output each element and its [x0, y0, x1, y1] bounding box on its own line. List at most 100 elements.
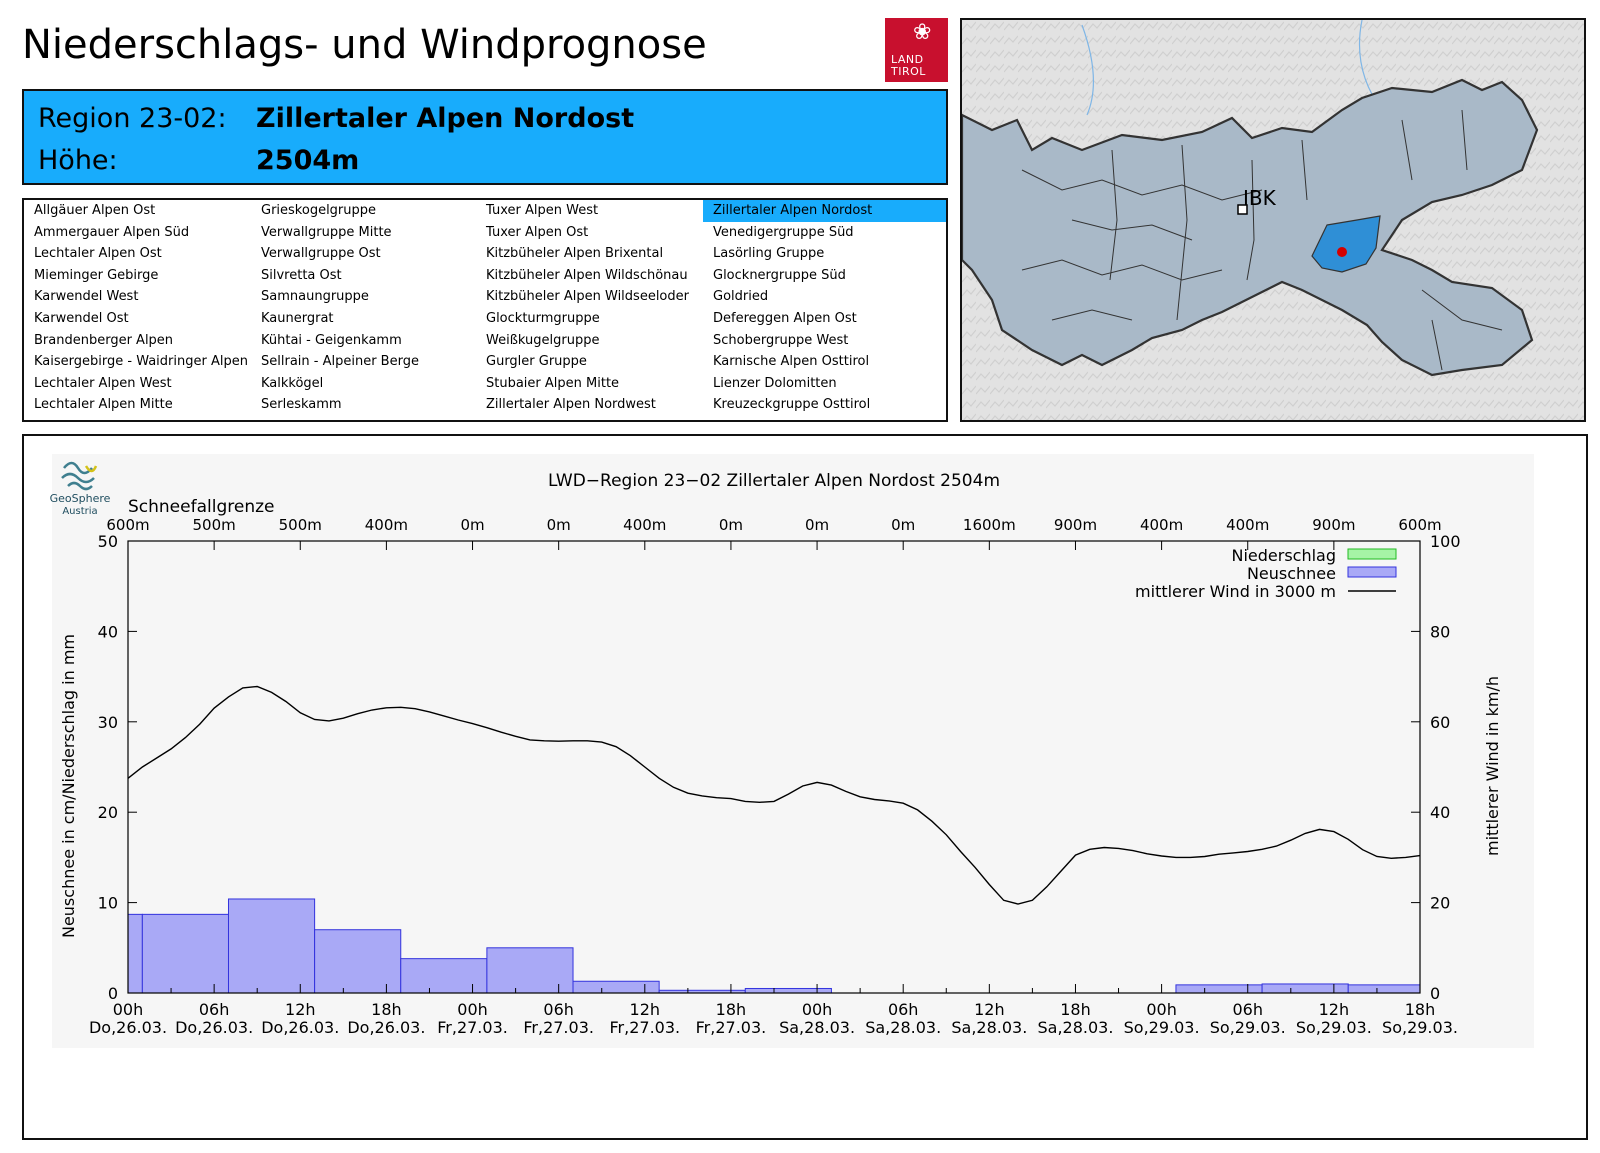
- region-list-item[interactable]: Lienzer Dolomitten: [713, 375, 837, 391]
- snowline-value: 400m: [365, 516, 408, 534]
- region-height: 2504m: [256, 145, 360, 176]
- x-tick-label-hour: 00h: [113, 1000, 144, 1019]
- region-list-item[interactable]: Kitzbüheler Alpen Wildschönau: [486, 267, 688, 283]
- legend-swatch: [1347, 548, 1397, 560]
- region-list-item[interactable]: Lechtaler Alpen Ost: [34, 246, 162, 262]
- x-tick-label-hour: 18h: [1405, 1000, 1436, 1019]
- region-list-item[interactable]: Kreuzeckgruppe Osttirol: [713, 397, 871, 413]
- x-tick-label-date: Fr,27.03.: [610, 1018, 681, 1037]
- axes: 0102030405002040608010000hDo,26.03.06hDo…: [89, 532, 1461, 1037]
- region-list-item[interactable]: Karnische Alpen Osttirol: [713, 354, 870, 370]
- region-list-item[interactable]: Zillertaler Alpen Nordost: [703, 200, 946, 222]
- region-list-item[interactable]: Lasörling Gruppe: [713, 246, 825, 262]
- region-list-item[interactable]: Gurgler Gruppe: [486, 354, 587, 370]
- x-tick-label-date: Fr,27.03.: [523, 1018, 594, 1037]
- y2-tick-label: 100: [1430, 532, 1461, 551]
- region-list-item[interactable]: Lechtaler Alpen West: [34, 375, 172, 391]
- region-list-item[interactable]: Verwallgruppe Ost: [261, 246, 381, 262]
- bar: [1347, 984, 1421, 994]
- x-tick-label-hour: 18h: [716, 1000, 747, 1019]
- snowline-value: 400m: [623, 516, 666, 534]
- tirol-regions: [962, 78, 1539, 377]
- bar: [1261, 983, 1349, 994]
- region-list-item[interactable]: Serleskamm: [261, 397, 342, 413]
- x-tick-label-date: Do,26.03.: [261, 1018, 339, 1037]
- region-list-item[interactable]: Kitzbüheler Alpen Brixental: [486, 246, 664, 262]
- region-list-item[interactable]: Karwendel Ost: [34, 311, 129, 326]
- x-tick-label-hour: 06h: [1232, 1000, 1263, 1019]
- wind-line: [127, 685, 1421, 905]
- x-tick-label-date: Do,26.03.: [347, 1018, 425, 1037]
- region-list: Allgäuer Alpen Ost Ammergauer Alpen Süd Le…: [22, 198, 948, 422]
- region-list-item[interactable]: Zillertaler Alpen Nordwest: [486, 397, 656, 413]
- selected-region-shape[interactable]: [1311, 215, 1381, 273]
- geosphere-country: Austria: [62, 506, 97, 517]
- snowline-value: 600m: [1398, 516, 1441, 534]
- y2-axis-label: mittlerer Wind in km/h: [1483, 676, 1502, 856]
- region-list-item[interactable]: Kühtai - Geigenkamm: [261, 332, 402, 348]
- region-list-item[interactable]: Mieminger Gebirge: [34, 267, 159, 283]
- y-tick-label: 20: [98, 803, 118, 822]
- region-list-item[interactable]: Kaisergebirge - Waidringer Alpen: [34, 354, 248, 370]
- region-list-item[interactable]: Lechtaler Alpen Mitte: [34, 397, 173, 413]
- region-list-item[interactable]: Brandenberger Alpen: [34, 332, 174, 348]
- region-list-item[interactable]: Tuxer Alpen Ost: [486, 224, 589, 240]
- region-list-item[interactable]: Stubaier Alpen Mitte: [486, 375, 620, 391]
- region-list-item[interactable]: Verwallgruppe Mitte: [261, 224, 392, 240]
- region-list-item[interactable]: Allgäuer Alpen Ost: [34, 203, 156, 218]
- snowline-value: 900m: [1312, 516, 1355, 534]
- region-list-item[interactable]: Sellrain - Alpeiner Berge: [261, 354, 419, 370]
- x-tick-label-date: Sa,28.03.: [951, 1018, 1027, 1037]
- land-tirol-logo: ❀ LAND TIROL: [885, 18, 948, 82]
- bar: [127, 913, 143, 994]
- region-list-item[interactable]: Glocknergruppe Süd: [713, 267, 846, 283]
- region-map[interactable]: IBK: [960, 18, 1586, 422]
- x-tick-label-date: So,29.03.: [1382, 1018, 1458, 1037]
- y-tick-label: 0: [108, 984, 118, 1003]
- geosphere-name: GeoSphere: [50, 492, 111, 505]
- x-tick-label-hour: 00h: [802, 1000, 833, 1019]
- selected-region-marker: [1337, 247, 1347, 257]
- geosphere-logo: GeoSphere Austria: [50, 461, 111, 517]
- region-list-item[interactable]: Kitzbüheler Alpen Wildseeloder: [486, 289, 689, 305]
- region-list-item[interactable]: Grieskogelgruppe: [261, 203, 377, 218]
- y2-tick-label: 40: [1430, 803, 1450, 822]
- region-list-item[interactable]: Kalkkögel: [261, 375, 324, 391]
- region-list-item[interactable]: Samnaungruppe: [261, 289, 369, 305]
- x-tick-label-date: So,29.03.: [1124, 1018, 1200, 1037]
- snowline-value: 500m: [279, 516, 322, 534]
- x-tick-label-date: So,29.03.: [1210, 1018, 1286, 1037]
- snowline-value: 500m: [193, 516, 236, 534]
- x-tick-label-date: Do,26.03.: [89, 1018, 167, 1037]
- bar: [572, 980, 660, 994]
- x-tick-label-hour: 12h: [974, 1000, 1005, 1019]
- legend-label: Neuschnee: [1247, 564, 1336, 583]
- region-list-item[interactable]: Ammergauer Alpen Süd: [34, 224, 190, 240]
- region-name: Zillertaler Alpen Nordost: [256, 103, 635, 134]
- region-list-item[interactable]: Weißkugelgruppe: [486, 332, 600, 348]
- ibk-marker: [1237, 204, 1248, 215]
- x-tick-label-date: Fr,27.03.: [437, 1018, 508, 1037]
- snowline-value: 400m: [1226, 516, 1269, 534]
- x-tick-label-date: Sa,28.03.: [865, 1018, 941, 1037]
- region-list-item[interactable]: Tuxer Alpen West: [486, 203, 599, 218]
- region-list-item[interactable]: Silvretta Ost: [261, 267, 342, 283]
- bar: [486, 947, 574, 994]
- region-list-item[interactable]: Kaunergrat: [261, 311, 334, 326]
- legend-label: Niederschlag: [1231, 546, 1336, 565]
- region-list-item[interactable]: Schobergruppe West: [713, 332, 849, 348]
- region-list-item[interactable]: Glockturmgruppe: [486, 311, 600, 326]
- legend-swatch: [1347, 566, 1397, 578]
- region-list-item[interactable]: Venedigergruppe Süd: [713, 224, 854, 240]
- x-tick-label-date: So,29.03.: [1296, 1018, 1372, 1037]
- y-tick-label: 30: [98, 713, 118, 732]
- region-list-item[interactable]: Defereggen Alpen Ost: [713, 311, 857, 326]
- snowline-value: 0m: [460, 516, 484, 534]
- y-tick-label: 10: [98, 894, 118, 913]
- bar-series: [127, 898, 1421, 994]
- geosphere-icon: [61, 461, 95, 491]
- forecast-chart: GeoSphere Austria LWD−Region 23−02 Zille…: [50, 454, 1534, 1048]
- region-list-item[interactable]: Karwendel West: [34, 289, 139, 305]
- region-list-item[interactable]: Goldried: [713, 289, 769, 305]
- region-label: Region 23-02:: [38, 103, 227, 134]
